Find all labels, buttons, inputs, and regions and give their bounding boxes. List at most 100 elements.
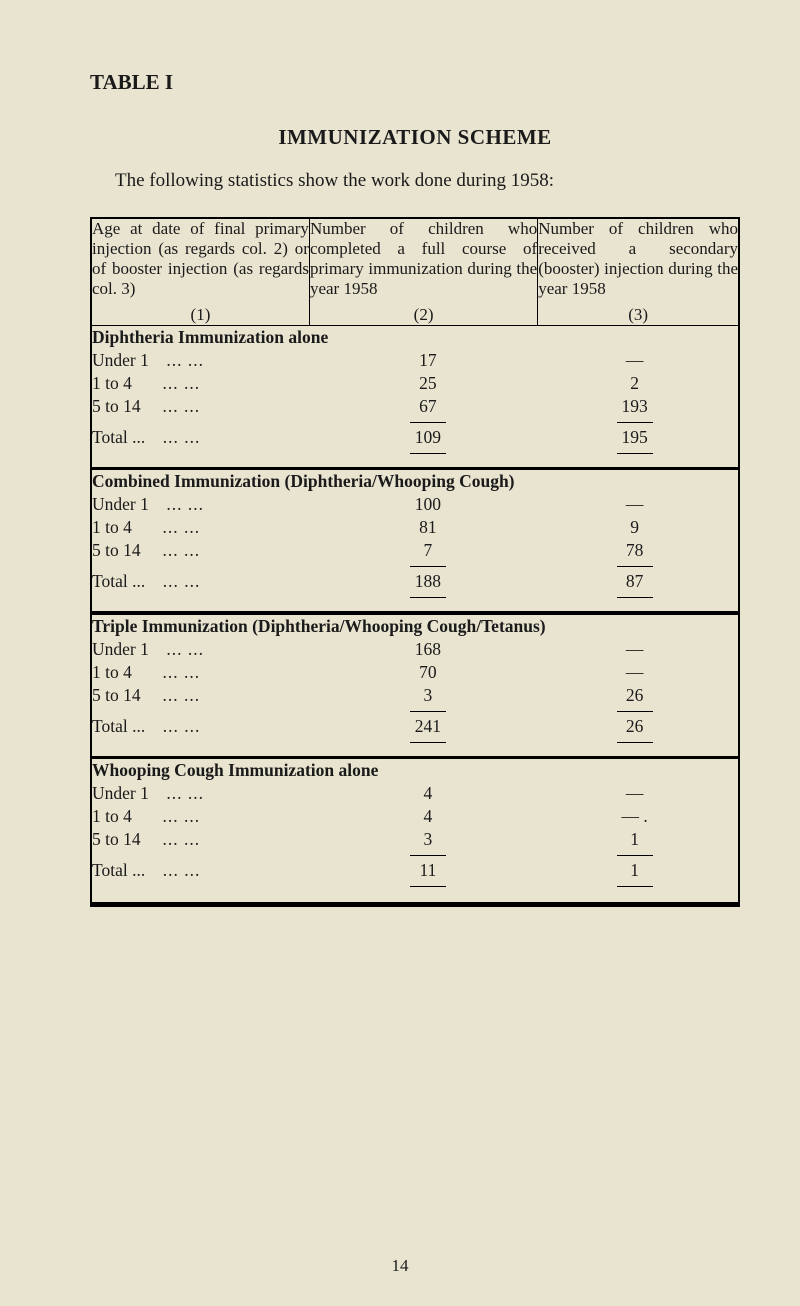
data-row: Under 1 ... ... 100 — (92, 493, 738, 516)
total-row: Total ... ... ... 11 1 (92, 859, 738, 882)
total-c2: 109 (325, 426, 532, 449)
header-row: Age at date of final primary injection (… (91, 218, 739, 326)
rule (617, 422, 653, 423)
row-c2: 67 (325, 395, 532, 418)
section-combined: Combined Immunization (Diphtheria/Whoopi… (91, 469, 739, 614)
row-c2: 3 (325, 684, 532, 707)
main-table: Age at date of final primary injection (… (90, 217, 740, 907)
data-row: Under 1 ... ... 17 — (92, 349, 738, 372)
rule (617, 742, 653, 743)
row-c2: 25 (325, 372, 532, 395)
total-c3: 26 (531, 715, 738, 738)
rule (410, 886, 446, 887)
rule (617, 453, 653, 454)
row-c2: 4 (325, 805, 532, 828)
rule (410, 855, 446, 856)
header-col3: Number of children who received a sec­on… (538, 218, 739, 326)
row-c2: 3 (325, 828, 532, 851)
rule (617, 886, 653, 887)
row-dots: ... ... (163, 373, 201, 393)
total-c2: 11 (325, 859, 532, 882)
row-dots: ... ... (166, 350, 204, 370)
header-col3-num: (3) (538, 305, 738, 325)
row-dots: ... ... (163, 396, 201, 416)
data-row: 1 to 4 ... ... 4 — . (92, 805, 738, 828)
rule (410, 711, 446, 712)
section-title: Combined Immunization (Diphtheria/Whoopi… (92, 470, 738, 493)
row-c2: 7 (325, 539, 532, 562)
title: IMMUNIZATION SCHEME (90, 125, 740, 150)
data-row: 5 to 14 ... ... 7 78 (92, 539, 738, 562)
row-c2: 4 (325, 782, 532, 805)
row-dots: ... ... (163, 571, 201, 591)
header-col2: Number of children who completed a full … (309, 218, 537, 326)
row-dots: ... ... (163, 517, 201, 537)
section-diphtheria: Diphtheria Immunization alone Under 1 ..… (91, 326, 739, 469)
row-label: 5 to 14 (92, 829, 141, 849)
header-col1: Age at date of final primary injection (… (91, 218, 309, 326)
row-dots: ... ... (163, 685, 201, 705)
row-c3: — (531, 493, 738, 516)
row-dots: ... ... (163, 716, 201, 736)
row-c3: 78 (531, 539, 738, 562)
page-number: 14 (0, 1256, 800, 1276)
header-col3-text: Number of children who received a sec­on… (538, 219, 738, 299)
section-triple: Triple Immunization (Diphtheria/Whooping… (91, 613, 739, 758)
row-label: 1 to 4 (92, 517, 132, 537)
total-c3: 87 (531, 570, 738, 593)
data-row: Under 1 ... ... 4 — (92, 782, 738, 805)
row-c3: 9 (531, 516, 738, 539)
row-dots: ... ... (166, 783, 204, 803)
row-label: 1 to 4 (92, 662, 132, 682)
row-c3: — (531, 661, 738, 684)
row-dots: ... ... (163, 860, 201, 880)
data-row: 5 to 14 ... ... 67 193 (92, 395, 738, 418)
row-c3: 193 (531, 395, 738, 418)
header-col1-text: Age at date of final primary injection (… (92, 219, 309, 299)
row-c2: 81 (325, 516, 532, 539)
row-label: 1 to 4 (92, 806, 132, 826)
total-label: Total ... (92, 427, 145, 447)
row-c2: 70 (325, 661, 532, 684)
total-c2: 188 (325, 570, 532, 593)
row-c3: — (531, 349, 738, 372)
row-dots: ... ... (163, 662, 201, 682)
section-title: Diphtheria Immunization alone (92, 326, 738, 349)
total-row: Total ... ... ... 241 26 (92, 715, 738, 738)
row-c3: — . (531, 805, 738, 828)
row-dots: ... ... (163, 540, 201, 560)
intro-text: The following statistics show the work d… (90, 170, 740, 192)
row-label: 5 to 14 (92, 540, 141, 560)
row-dots: ... ... (163, 427, 201, 447)
section-whooping: Whooping Cough Immunization alone Under … (91, 758, 739, 904)
data-row: 1 to 4 ... ... 25 2 (92, 372, 738, 395)
rule (617, 855, 653, 856)
section-title: Whooping Cough Immunization alone (92, 759, 738, 782)
row-c2: 17 (325, 349, 532, 372)
header-col2-num: (2) (310, 305, 537, 325)
row-dots: ... ... (166, 639, 204, 659)
row-c2: 100 (325, 493, 532, 516)
row-label: Under 1 (92, 494, 149, 514)
total-row: Total ... ... ... 188 87 (92, 570, 738, 593)
total-label: Total ... (92, 860, 145, 880)
row-c3: 1 (531, 828, 738, 851)
table-label: TABLE I (90, 70, 740, 95)
section-title: Triple Immunization (Diphtheria/Whooping… (92, 615, 738, 638)
data-row: 1 to 4 ... ... 81 9 (92, 516, 738, 539)
data-row: Under 1 ... ... 168 — (92, 638, 738, 661)
total-c3: 1 (531, 859, 738, 882)
total-c3: 195 (531, 426, 738, 449)
total-row: Total ... ... ... 109 195 (92, 426, 738, 449)
row-label: 5 to 14 (92, 396, 141, 416)
row-label: 5 to 14 (92, 685, 141, 705)
row-label: 1 to 4 (92, 373, 132, 393)
page: TABLE I IMMUNIZATION SCHEME The followin… (0, 0, 800, 1306)
row-dots: ... ... (163, 829, 201, 849)
data-row: 5 to 14 ... ... 3 1 (92, 828, 738, 851)
rule (617, 711, 653, 712)
rule (410, 453, 446, 454)
data-row: 1 to 4 ... ... 70 — (92, 661, 738, 684)
row-label: Under 1 (92, 639, 149, 659)
header-col1-num: (1) (92, 305, 309, 325)
